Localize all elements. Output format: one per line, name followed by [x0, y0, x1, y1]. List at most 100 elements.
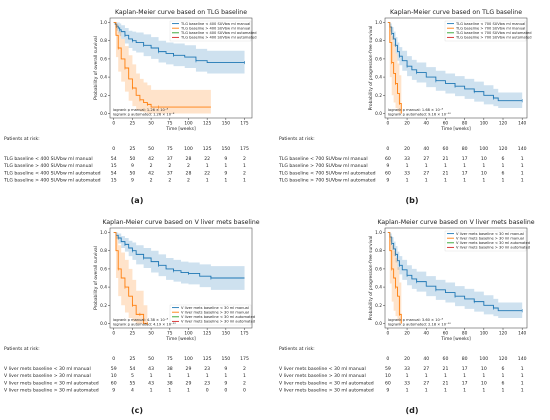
- risk-count: 21: [443, 366, 449, 372]
- series-1-confidence-band: [113, 232, 245, 290]
- y-tick-label: 0.2: [375, 303, 382, 309]
- risk-time-label: 80: [462, 146, 468, 152]
- legend-box: [169, 304, 252, 326]
- risk-count: 2: [168, 178, 171, 184]
- chart-title: Kaplan-Meier curve based on V liver mets…: [102, 219, 259, 226]
- risk-time-label: 80: [462, 356, 468, 362]
- panel-caption: (a): [131, 196, 144, 205]
- risk-count: 28: [186, 156, 192, 162]
- risk-count: 1: [406, 178, 409, 184]
- risk-count: 1: [224, 373, 227, 379]
- risk-count: 9: [131, 163, 134, 169]
- risk-row-label: V liver mets baseline > 30 ml automated: [4, 388, 99, 394]
- series-2-confidence-band: [113, 22, 211, 114]
- risk-time-label: 100: [184, 356, 193, 362]
- risk-count: 9: [131, 178, 134, 184]
- y-tick-label: 1.0: [375, 20, 382, 26]
- risk-count: 23: [204, 380, 210, 386]
- risk-count: 50: [129, 170, 135, 176]
- y-tick-label: 0.0: [100, 321, 107, 327]
- series-2-survival-line: [387, 232, 402, 324]
- risk-count: 10: [481, 380, 487, 386]
- risk-count: 1: [425, 373, 428, 379]
- legend-label: TLG baseline > 700 SUVbw ml automated: [455, 36, 532, 40]
- risk-count: 2: [243, 156, 246, 162]
- x-tick-label: 175: [240, 331, 248, 337]
- risk-count: 27: [423, 366, 429, 372]
- risk-count: 1: [444, 373, 447, 379]
- risk-time-label: 0: [112, 356, 115, 362]
- series-1-confidence-band: [113, 22, 245, 74]
- risk-row-label: V liver mets baseline < 30 ml manual: [279, 366, 366, 372]
- risk-count: 1: [463, 388, 466, 394]
- x-tick-label: 0: [112, 331, 115, 337]
- risk-row-label: V liver mets baseline < 30 ml manual: [4, 366, 91, 372]
- risk-count: 0: [206, 388, 209, 394]
- risk-time-label: 75: [167, 356, 173, 362]
- x-tick-label: 0: [112, 121, 115, 127]
- x-tick-label: 40: [424, 331, 430, 337]
- risk-count: 59: [385, 366, 391, 372]
- risk-time-label: 100: [184, 146, 193, 152]
- y-tick-label: 0.2: [100, 93, 107, 99]
- series-2-confidence-band: [113, 232, 148, 324]
- risk-count: 21: [443, 170, 449, 176]
- x-tick-label: 60: [443, 331, 449, 337]
- legend-label: V liver mets baseline < 30 ml manual: [181, 306, 249, 310]
- km-panel-b: Kaplan-Meier curve based on TLG baseline…: [275, 0, 550, 210]
- series-1-confidence-band: [387, 232, 523, 318]
- risk-count: 1: [150, 373, 153, 379]
- risk-count: 1: [463, 178, 466, 184]
- risk-count: 6: [502, 366, 505, 372]
- risk-count: 1: [206, 373, 209, 379]
- risk-count: 1: [243, 373, 246, 379]
- risk-count: 1: [150, 388, 153, 394]
- y-tick-label: 1.0: [100, 230, 107, 236]
- series-2-confidence-band: [387, 22, 402, 114]
- risk-count: 54: [129, 366, 135, 372]
- logrank-pvalue: logrank p automated: 2.18 × 10⁻¹⁰: [388, 323, 451, 327]
- plot-frame: [384, 227, 528, 329]
- y-tick-label: 0.6: [375, 56, 382, 62]
- risk-count: 42: [148, 170, 154, 176]
- risk-count: 9: [386, 163, 389, 169]
- risk-count: 21: [443, 156, 449, 162]
- risk-count: 17: [462, 380, 468, 386]
- risk-time-label: 150: [221, 146, 230, 152]
- risk-count: 50: [129, 156, 135, 162]
- risk-time-label: 120: [499, 356, 508, 362]
- risk-count: 29: [186, 366, 192, 372]
- risk-count: 1: [224, 178, 227, 184]
- y-tick-label: 0.8: [100, 248, 107, 254]
- risk-count: 1: [243, 163, 246, 169]
- x-tick-label: 25: [130, 331, 136, 337]
- risk-count: 6: [502, 170, 505, 176]
- risk-count: 10: [481, 366, 487, 372]
- legend-label: TLG baseline > 400 SUVbw ml manual: [180, 26, 250, 30]
- x-tick-label: 125: [203, 331, 211, 337]
- risk-count: 9: [386, 178, 389, 184]
- y-tick-label: 0.4: [100, 285, 107, 291]
- logrank-pvalue: logrank p automated: 1.26 × 10⁻⁸: [113, 113, 175, 117]
- risk-time-label: 175: [240, 356, 249, 362]
- panel-caption: (d): [405, 406, 418, 415]
- x-axis-label: Time [weeks]: [165, 126, 196, 132]
- risk-time-label: 20: [404, 146, 410, 152]
- risk-count: 1: [482, 163, 485, 169]
- risk-count: 60: [385, 170, 391, 176]
- risk-count: 22: [204, 170, 210, 176]
- risk-count: 1: [187, 373, 190, 379]
- x-tick-label: 80: [462, 331, 468, 337]
- risk-count: 37: [167, 170, 173, 176]
- km-chart-c: Kaplan-Meier curve based on V liver mets…: [4, 219, 260, 415]
- risk-count: 1: [224, 163, 227, 169]
- risk-count: 1: [502, 163, 505, 169]
- risk-count: 1: [521, 373, 524, 379]
- x-tick-label: 140: [518, 331, 526, 337]
- x-tick-label: 100: [480, 331, 488, 337]
- risk-count: 10: [385, 373, 391, 379]
- risk-count: 38: [167, 380, 173, 386]
- y-tick-label: 0.4: [375, 75, 382, 81]
- logrank-pvalue: logrank p manual: 4.38 × 10⁻⁸: [113, 318, 169, 322]
- risk-count: 59: [111, 366, 117, 372]
